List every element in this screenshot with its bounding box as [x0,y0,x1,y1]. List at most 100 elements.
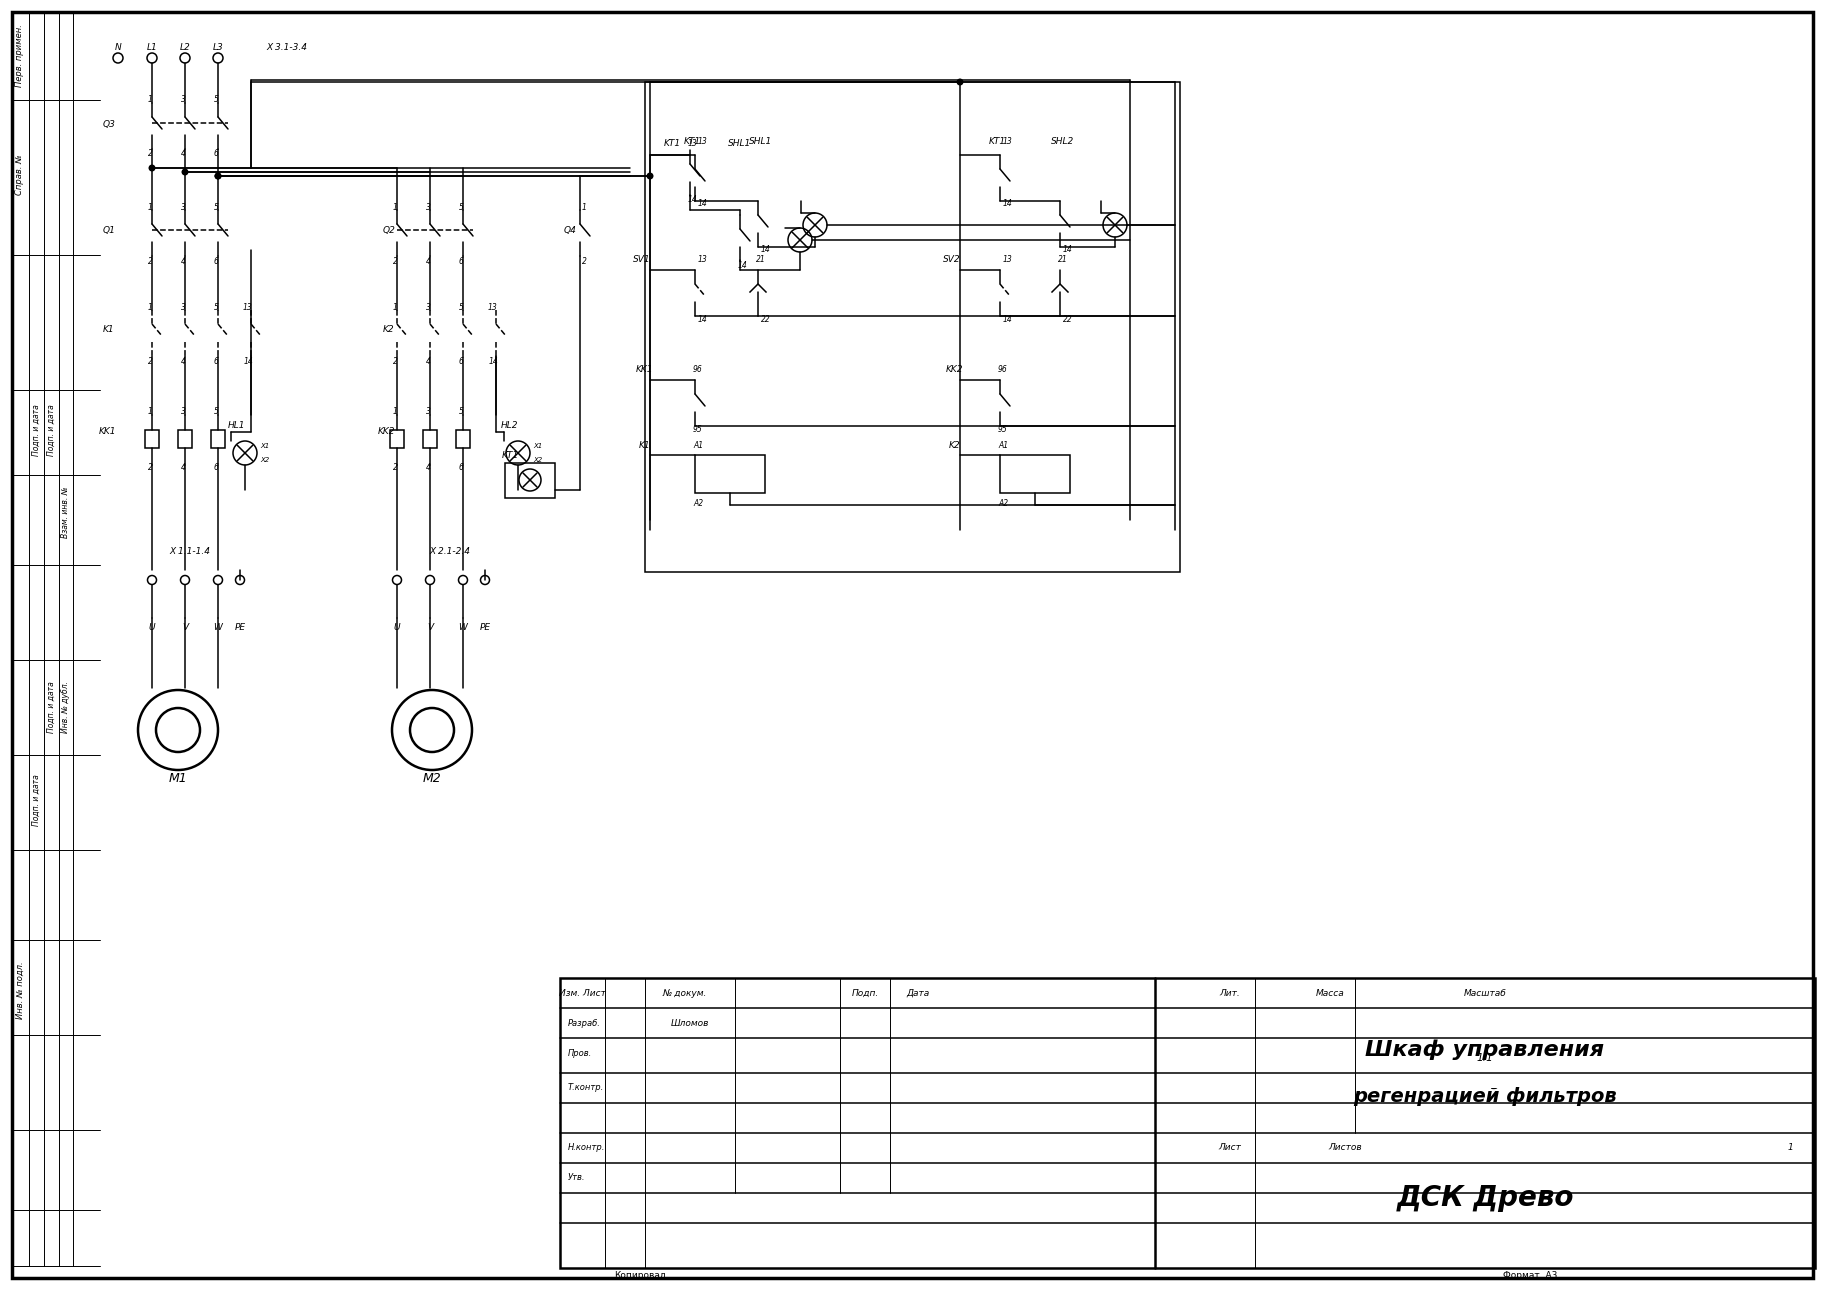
Text: 14: 14 [245,356,254,365]
Text: Дата: Дата [907,988,929,997]
Text: V: V [182,623,188,632]
Text: Подп.: Подп. [852,988,878,997]
Bar [456,430,471,448]
Text: L3: L3 [214,43,223,52]
Text: A2: A2 [694,498,703,507]
Circle shape [215,173,221,179]
Text: 13: 13 [1004,255,1013,264]
Text: 2: 2 [392,257,398,266]
Text: X 1.1-1.4: X 1.1-1.4 [170,547,210,556]
Text: A1: A1 [998,440,1007,449]
Text: KK1: KK1 [637,365,653,374]
Text: SHL1: SHL1 [728,138,752,147]
Text: 13: 13 [1004,137,1013,146]
Text: PE: PE [480,623,491,632]
Text: 2: 2 [148,257,153,266]
Text: 3: 3 [425,408,431,417]
Text: Q3: Q3 [102,120,115,129]
Text: M1: M1 [168,771,188,784]
Text: 6: 6 [214,463,219,472]
Text: 13: 13 [699,137,708,146]
Bar [644,83,1181,571]
Text: 1: 1 [148,95,153,104]
Bar [423,430,436,448]
Text: Подп. и дата: Подп. и дата [31,774,40,826]
Text: X2: X2 [261,457,270,463]
Text: Q1: Q1 [102,226,115,235]
Text: 2: 2 [392,463,398,472]
Text: 4: 4 [181,463,186,472]
Text: Q2: Q2 [383,226,396,235]
Text: Справ. №: Справ. № [15,155,24,195]
Text: K1: K1 [104,325,115,334]
Text: 6: 6 [458,356,464,365]
Text: Листов: Листов [1329,1143,1361,1152]
Text: Инв. № дубл.: Инв. № дубл. [62,681,71,733]
Text: 6: 6 [458,463,464,472]
Text: Подп. и дата: Подп. и дата [46,404,55,455]
Text: 14: 14 [688,196,697,205]
Text: ДСК Древо: ДСК Древо [1396,1184,1573,1213]
Text: 21: 21 [756,255,766,264]
Text: A1: A1 [694,440,703,449]
Text: HL1: HL1 [228,421,246,430]
Text: Масса: Масса [1316,988,1345,997]
Text: 1: 1 [148,302,153,311]
Text: 6: 6 [214,150,219,159]
Text: 95: 95 [998,424,1007,433]
Text: 3: 3 [425,302,431,311]
Text: 3: 3 [181,408,186,417]
Text: 14: 14 [737,261,748,270]
Text: SHL1: SHL1 [750,137,772,146]
Bar [391,430,403,448]
Text: Т.контр.: Т.контр. [568,1084,604,1093]
Text: SHL2: SHL2 [1051,137,1075,146]
Text: Перв. примен.: Перв. примен. [15,25,24,88]
Text: 2: 2 [582,257,586,266]
Text: Изм. Лист: Изм. Лист [558,988,606,997]
Text: N: N [115,43,122,52]
Text: Масштаб: Масштаб [1464,988,1506,997]
Text: 6: 6 [214,257,219,266]
Text: 3: 3 [181,302,186,311]
Text: 13: 13 [699,255,708,264]
Text: 14: 14 [1064,245,1073,254]
Text: 14: 14 [489,356,498,365]
Text: KT1: KT1 [664,138,681,147]
Text: Взам. инв. №: Взам. инв. № [62,486,71,538]
Text: 4: 4 [181,150,186,159]
Text: K2: K2 [949,440,960,449]
Text: KT1: KT1 [683,137,701,146]
Text: 21: 21 [1058,255,1068,264]
Text: 1:1: 1:1 [1476,1053,1493,1063]
Text: 5: 5 [458,408,464,417]
Text: X2: X2 [533,457,542,463]
Text: A2: A2 [998,498,1007,507]
Text: 14: 14 [699,200,708,209]
Text: L1: L1 [146,43,157,52]
Text: KT1: KT1 [989,137,1006,146]
Text: 13: 13 [688,138,697,147]
Circle shape [148,165,155,172]
Text: W: W [214,623,223,632]
Text: 1: 1 [148,408,153,417]
Text: Формат  А3: Формат А3 [1502,1271,1557,1280]
Text: 13: 13 [243,302,254,311]
Text: 1: 1 [582,203,586,212]
Text: SV2: SV2 [944,255,960,264]
Text: 1: 1 [392,203,398,212]
Text: Разраб.: Разраб. [568,1019,600,1028]
Text: 4: 4 [425,257,431,266]
Bar [1000,455,1069,493]
Text: Q4: Q4 [564,226,577,235]
Text: Лит.: Лит. [1219,988,1241,997]
Text: 96: 96 [694,365,703,374]
Circle shape [181,169,188,175]
Text: Н.контр.: Н.контр. [568,1143,606,1152]
Text: 5: 5 [214,203,219,212]
Text: регенрацией фильтров: регенрацией фильтров [1352,1086,1617,1106]
Text: № докум.: № докум. [662,988,706,997]
Bar [506,463,555,498]
Text: 3: 3 [181,95,186,104]
Text: PE: PE [234,623,246,632]
